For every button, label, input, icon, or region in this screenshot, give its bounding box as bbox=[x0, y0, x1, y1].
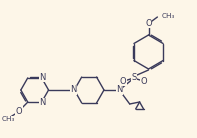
Text: CH₃: CH₃ bbox=[1, 116, 15, 122]
Text: O: O bbox=[16, 107, 22, 116]
Text: N: N bbox=[117, 86, 123, 95]
Text: O: O bbox=[141, 77, 147, 86]
Text: CH₃: CH₃ bbox=[161, 13, 175, 19]
Text: N: N bbox=[39, 98, 45, 107]
Text: O: O bbox=[120, 77, 127, 86]
Text: O: O bbox=[145, 18, 152, 27]
Text: S: S bbox=[131, 74, 136, 83]
Text: N: N bbox=[70, 86, 76, 95]
Text: N: N bbox=[39, 73, 45, 82]
